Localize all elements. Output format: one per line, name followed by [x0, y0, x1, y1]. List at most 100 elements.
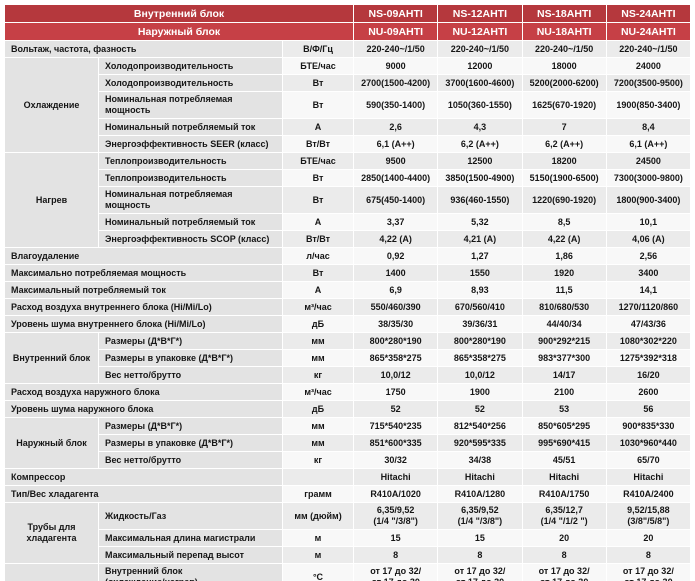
unit-cell: Вт — [281, 169, 355, 187]
unit-cell: л/час — [281, 247, 355, 265]
indoor-model-3: NS-18AHTI — [521, 4, 607, 23]
value-cell: 53 — [521, 400, 607, 418]
value-cell: 4,22 (A) — [521, 230, 607, 248]
value-cell: 865*358*275 — [437, 349, 523, 367]
value-cell: 8,4 — [605, 118, 692, 136]
value-cell: от 17 до 32/ от 17 до 30 — [353, 563, 439, 581]
table-row: Максимальный потребляемый ток А 6,9 8,93 11,… — [4, 281, 692, 299]
value-cell: 1080*302*220 — [605, 332, 692, 350]
value-cell: 6,9 — [353, 281, 439, 299]
unit-cell: мм — [281, 349, 355, 367]
value-cell: 1900 — [437, 383, 523, 401]
value-cell: 39/36/31 — [437, 315, 523, 333]
spec-label-cell: Теплопроизводительность — [98, 152, 283, 170]
table-row: Уровень шума наружного блока дБ 52 52 53 56 — [4, 400, 692, 418]
table-row: Размеры в упаковке (Д*В*Г*) мм 851*600*335… — [5, 434, 692, 452]
value-cell: 675(450-1400) — [353, 186, 439, 214]
value-cell: 1920 — [521, 264, 607, 282]
value-cell: 3400 — [605, 264, 692, 282]
unit-cell: Вт/Вт — [281, 135, 355, 153]
value-cell: 52 — [437, 400, 523, 418]
value-cell: Hitachi — [437, 468, 523, 486]
table-header: Внутренний блок NS-09AHTI NS-12AHTI NS-1… — [3, 4, 692, 41]
outdoor-model-4: NU-24AHTI — [605, 22, 692, 41]
value-cell: 220-240~/1/50 — [353, 40, 439, 58]
spec-label-cell: Холодопроизводительность — [98, 57, 283, 75]
outdoor-header-row: Наружный блок NU-09AHTI NU-12AHTI NU-18A… — [3, 22, 692, 41]
value-cell: 2,6 — [353, 118, 439, 136]
value-cell: 6,2 (A++) — [437, 135, 523, 153]
value-cell: 34/38 — [437, 451, 523, 469]
group-cell: Нагрев — [4, 152, 99, 248]
table-row: Трубы для хладагента Жидкость/Газ мм (дюйм… — [4, 502, 692, 564]
value-cell: 865*358*275 — [353, 349, 439, 367]
spec-label-cell: Энергоэффективность SCOP (класс) — [98, 230, 283, 248]
value-cell: 7300(3000-9800) — [605, 169, 692, 187]
value-cell: 812*540*256 — [437, 417, 523, 435]
unit-cell: мм (дюйм) — [281, 502, 355, 530]
value-cell: 9,52/15,88 (3/8"/5/8") — [605, 502, 692, 530]
table-row: Вес нетто/брутто кг 10,0/12 10,0/12 14/17 16/… — [5, 366, 692, 384]
spec-label-cell: Максимальный перепад высот — [98, 546, 283, 564]
group-cell: Диапазон рабочих температур — [4, 563, 99, 581]
value-cell: 1750 — [353, 383, 439, 401]
value-cell: от 17 до 32/ от 17 до 30 — [437, 563, 523, 581]
value-cell: 8 — [437, 546, 523, 564]
value-cell: 7 — [521, 118, 607, 136]
group-cell: Трубы для хладагента — [4, 502, 99, 564]
value-cell: 900*835*330 — [605, 417, 692, 435]
indoor-model-4: NS-24AHTI — [605, 4, 692, 23]
value-cell: 800*280*190 — [353, 332, 439, 350]
unit-cell: мм — [281, 434, 355, 452]
value-cell: 220-240~/1/50 — [437, 40, 523, 58]
unit-cell: кг — [281, 451, 355, 469]
unit-cell: А — [281, 118, 355, 136]
table-row: Номинальная потребляемая мощность Вт 590(3… — [5, 91, 692, 119]
value-cell: R410A/1280 — [437, 485, 523, 503]
indoor-unit-header: Внутренний блок — [3, 4, 355, 23]
unit-cell: Вт/Вт — [281, 230, 355, 248]
value-cell: 45/51 — [521, 451, 607, 469]
unit-cell: °C — [281, 563, 355, 581]
table-row: Внутренний блок Размеры (Д*В*Г*) мм 800*280… — [4, 332, 692, 384]
spec-label-cell: Номинальная потребляемая мощность — [98, 91, 283, 119]
table-row: Холодопроизводительность Вт 2700(1500-4200… — [5, 74, 692, 92]
value-cell: 670/560/410 — [437, 298, 523, 316]
indoor-model-2: NS-12AHTI — [437, 4, 523, 23]
value-cell: 920*595*335 — [437, 434, 523, 452]
value-cell: 810/680/530 — [521, 298, 607, 316]
value-cell: 3,37 — [353, 213, 439, 231]
table-row: Влагоудаление л/час 0,92 1,27 1,86 2,56 — [4, 247, 692, 265]
table-row: Охлаждение Холодопроизводительность БТЕ/ча… — [4, 57, 692, 153]
value-cell: 8 — [353, 546, 439, 564]
unit-cell: Вт — [281, 186, 355, 214]
unit-cell: м³/час — [281, 383, 355, 401]
value-cell: 1275*392*318 — [605, 349, 692, 367]
spec-label-cell: Уровень шума наружного блока — [4, 400, 283, 418]
table-row: Вольтаж, частота, фазность В/Ф/Гц 220-240~… — [4, 40, 692, 58]
table-row: Энергоэффективность SEER (класс) Вт/Вт 6,1… — [5, 135, 692, 153]
value-cell: 18000 — [521, 57, 607, 75]
value-cell: 14,1 — [605, 281, 692, 299]
spec-label-cell: Максимальный потребляемый ток — [4, 281, 283, 299]
unit-cell: дБ — [281, 315, 355, 333]
indoor-header-row: Внутренний блок NS-09AHTI NS-12AHTI NS-1… — [3, 4, 692, 23]
group-cell: Наружный блок — [4, 417, 99, 469]
value-cell: 851*600*335 — [353, 434, 439, 452]
unit-cell: мм — [281, 417, 355, 435]
unit-cell: БТЕ/час — [281, 57, 355, 75]
value-cell: 1270/1120/860 — [605, 298, 692, 316]
table-row: Размеры в упаковке (Д*В*Г*) мм 865*358*275… — [5, 349, 692, 367]
value-cell: 220-240~/1/50 — [605, 40, 692, 58]
table-row: Номинальный потребляемый ток А 2,6 4,3 7 8,4 — [5, 118, 692, 136]
value-cell: 6,1 (A++) — [605, 135, 692, 153]
group-cell: Охлаждение — [4, 57, 99, 153]
value-cell: 12500 — [437, 152, 523, 170]
value-cell: 8 — [605, 546, 692, 564]
unit-cell: дБ — [281, 400, 355, 418]
value-cell: 47/43/36 — [605, 315, 692, 333]
spec-label-cell: Номинальный потребляемый ток — [98, 118, 283, 136]
value-cell: 3850(1500-4900) — [437, 169, 523, 187]
value-cell: 1900(850-3400) — [605, 91, 692, 119]
